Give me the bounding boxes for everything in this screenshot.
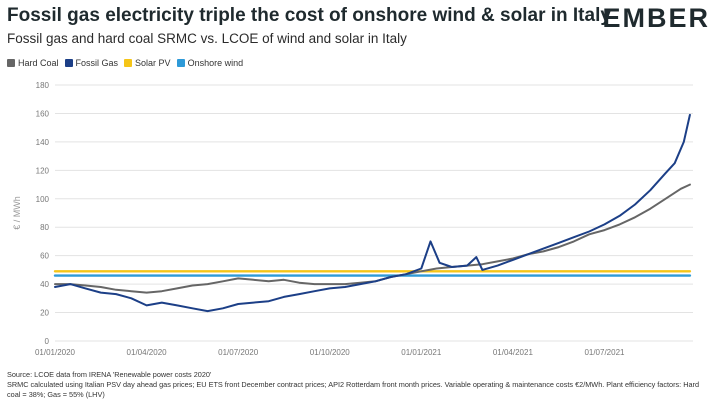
- ember-logo: EMBER: [602, 3, 710, 33]
- y-tick-label: 20: [40, 309, 49, 318]
- legend-label: Onshore wind: [187, 58, 244, 68]
- y-tick-label: 0: [45, 337, 50, 346]
- y-tick-label: 140: [36, 138, 50, 147]
- legend-swatch: [176, 59, 185, 67]
- x-tick-label: 01/07/2020: [218, 348, 259, 357]
- legend-swatch: [7, 59, 15, 67]
- series-line-fossil-gas: [54, 113, 691, 313]
- line-chart: 0 20 40 60 80 100 120 140 160 180 01/01/2020 01/04/…: [12, 81, 693, 357]
- x-tick-label: 01/04/2021: [493, 348, 534, 357]
- footnote-source: Source: LCOE data from IRENA 'Renewable …: [7, 370, 212, 379]
- footnote-method: SRMC calculated using Italian PSV day ah…: [7, 380, 700, 399]
- legend-label: Solar PV: [135, 58, 171, 68]
- x-tick-label: 01/01/2020: [35, 348, 76, 357]
- footnotes: Source: LCOE data from IRENA 'Renewable …: [7, 370, 713, 400]
- x-tick-label: 01/01/2021: [401, 348, 442, 357]
- y-tick-label: 160: [36, 109, 50, 118]
- x-tick-label: 01/04/2020: [127, 348, 168, 357]
- chart-title: Fossil gas electricity triple the cost o…: [7, 5, 611, 26]
- legend-label: Hard Coal: [18, 58, 59, 68]
- y-tick-label: 60: [40, 252, 49, 261]
- legend-item[interactable]: Solar PV: [124, 58, 171, 68]
- y-tick-label: 40: [40, 280, 49, 289]
- legend-item[interactable]: Onshore wind: [176, 58, 244, 68]
- y-tick-label: 100: [36, 195, 50, 204]
- x-tick-label: 01/07/2021: [584, 348, 625, 357]
- y-tick-label: 80: [40, 223, 49, 232]
- chart-subtitle: Fossil gas and hard coal SRMC vs. LCOE o…: [7, 31, 407, 46]
- legend-item[interactable]: Fossil Gas: [64, 58, 119, 68]
- legend-label: Fossil Gas: [75, 58, 119, 68]
- legend-item[interactable]: Hard Coal: [7, 58, 59, 68]
- x-tick-label: 01/10/2020: [310, 348, 351, 357]
- chart-legend: Hard Coal Fossil Gas Solar PV Onshore wind: [7, 58, 243, 68]
- y-tick-label: 180: [36, 81, 50, 90]
- legend-swatch: [124, 59, 133, 67]
- y-axis-label: € / MWh: [12, 196, 22, 230]
- y-tick-label: 120: [36, 166, 50, 175]
- legend-swatch: [64, 59, 73, 67]
